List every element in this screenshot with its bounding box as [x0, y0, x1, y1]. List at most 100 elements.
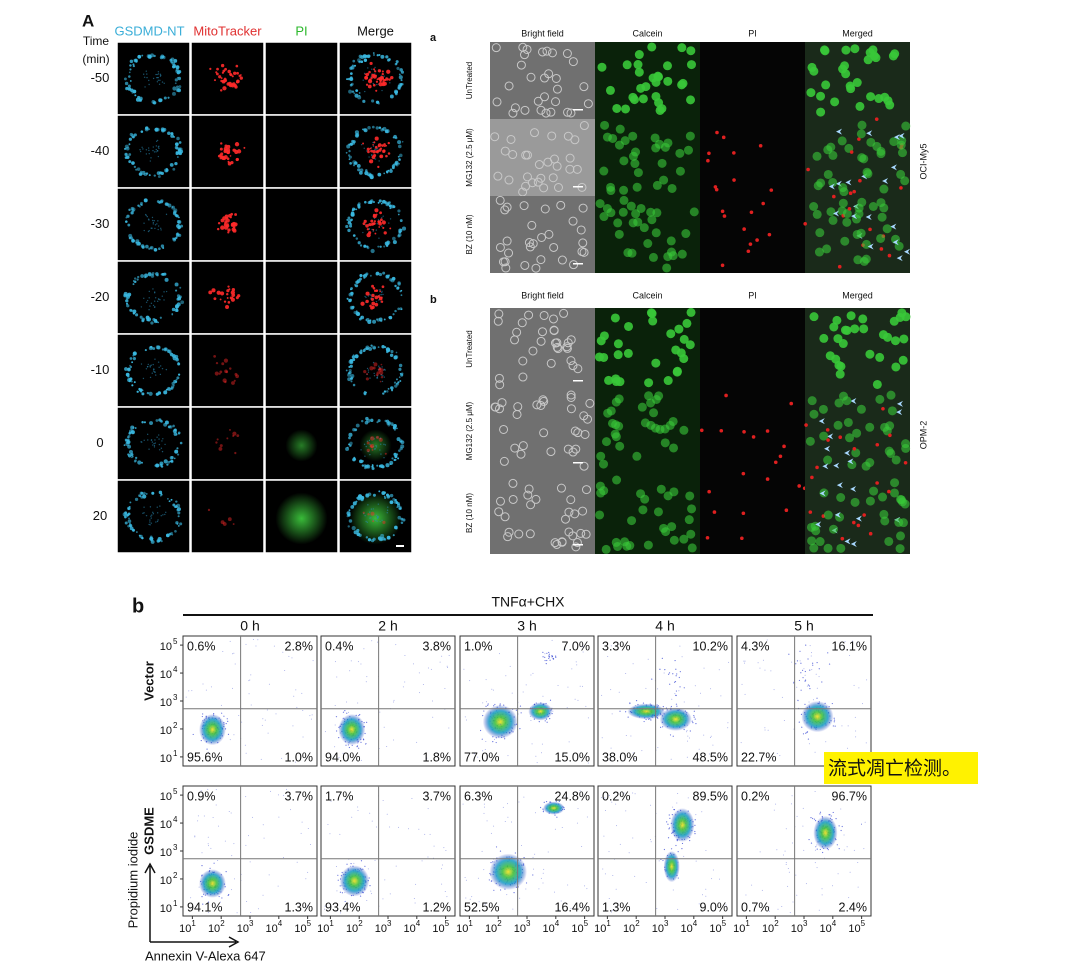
event-dot: [190, 897, 192, 899]
membrane-dot: [149, 536, 154, 541]
row-label: -10: [91, 362, 110, 377]
event-dot: [324, 731, 326, 733]
event-dot: [610, 689, 612, 691]
membrane-dot: [134, 58, 138, 63]
event-dot: [686, 724, 688, 726]
event-dot: [357, 871, 359, 873]
event-dot: [324, 905, 326, 907]
live-cell: [879, 509, 889, 519]
live-cell: [839, 187, 849, 197]
live-cell: [681, 229, 691, 239]
cell: [539, 183, 549, 193]
membrane-dot: [375, 318, 379, 321]
event-dot: [604, 797, 606, 799]
event-dot: [670, 758, 672, 760]
density-core: [801, 701, 834, 733]
event-dot: [840, 829, 842, 832]
live-cell: [889, 488, 899, 498]
membrane-dot: [377, 419, 381, 423]
event-dot: [486, 820, 488, 822]
quadrant-percent: 4.3%: [741, 639, 770, 653]
scale-bar: [573, 186, 583, 188]
cyto-dot: [157, 519, 159, 521]
x-tick-exp: 5: [861, 919, 866, 928]
cyto-dot: [154, 292, 156, 294]
event-dot: [695, 723, 697, 725]
live-cell: [833, 420, 843, 430]
membrane-dot: [385, 463, 390, 468]
event-dot: [357, 661, 359, 663]
event-dot: [804, 674, 806, 676]
event-dot: [229, 640, 231, 642]
event-dot: [367, 868, 369, 870]
mito-dot: [382, 149, 386, 153]
membrane-dot: [140, 274, 145, 278]
membrane-dot: [395, 351, 398, 354]
membrane-dot: [346, 514, 349, 518]
cell: [500, 257, 510, 267]
membrane-dot: [347, 221, 352, 225]
live-cell: [689, 207, 699, 217]
x-tick-base: 10: [346, 923, 358, 935]
live-cell: [614, 421, 624, 431]
event-dot: [632, 792, 634, 794]
event-dot: [576, 664, 578, 666]
membrane-dot: [132, 312, 136, 315]
event-dot: [515, 865, 517, 867]
x-tick-exp: 4: [416, 919, 421, 928]
live-cell: [613, 350, 623, 360]
dead-cell: [852, 189, 856, 194]
event-dot: [866, 679, 868, 681]
live-cell: [677, 249, 687, 259]
event-dot: [233, 734, 235, 736]
cyto-dot: [153, 446, 156, 448]
mito-dot: [376, 371, 380, 375]
cell: [517, 318, 527, 328]
membrane-dot: [377, 172, 382, 177]
membrane-dot: [161, 272, 165, 276]
mito-dot: [219, 370, 223, 374]
cyto-dot: [145, 153, 148, 155]
live-cell: [834, 398, 844, 408]
micrograph: [190, 187, 265, 262]
membrane-dot: [128, 431, 132, 434]
mito-dot: [372, 366, 376, 370]
event-dot: [821, 681, 823, 683]
membrane-dot: [391, 424, 394, 427]
event-dot: [645, 687, 647, 689]
membrane-dot: [397, 155, 400, 158]
event-dot: [811, 652, 813, 654]
event-dot: [330, 800, 332, 802]
event-dot: [232, 653, 234, 655]
event-dot: [674, 680, 677, 683]
event-dot: [430, 668, 432, 670]
event-dot: [241, 721, 243, 723]
cyto-dot: [371, 437, 373, 439]
mito-dot: [213, 355, 217, 358]
live-cell: [856, 228, 866, 238]
y-tick-base: 10: [160, 753, 172, 765]
mito-dot: [236, 434, 240, 438]
event-dot: [306, 905, 308, 907]
membrane-dot: [127, 434, 131, 438]
membrane-dot: [155, 419, 159, 422]
event-dot: [855, 736, 857, 738]
membrane-dot: [377, 201, 380, 204]
event-dot: [223, 715, 225, 717]
live-cell: [640, 494, 650, 504]
event-dot: [229, 739, 231, 741]
cell: [528, 239, 538, 249]
membrane-dot: [383, 172, 386, 175]
x-tick-exp: 2: [220, 919, 225, 928]
event-dot: [586, 888, 588, 890]
live-cell: [807, 536, 817, 546]
event-dot: [349, 670, 351, 672]
event-dot: [293, 695, 295, 697]
event-dot: [577, 808, 579, 810]
membrane-dot: [125, 302, 129, 305]
event-dot: [744, 693, 746, 695]
membrane-dot: [141, 536, 144, 540]
membrane-dot: [127, 438, 130, 441]
arrowhead: [855, 515, 862, 522]
live-cell: [828, 177, 838, 187]
